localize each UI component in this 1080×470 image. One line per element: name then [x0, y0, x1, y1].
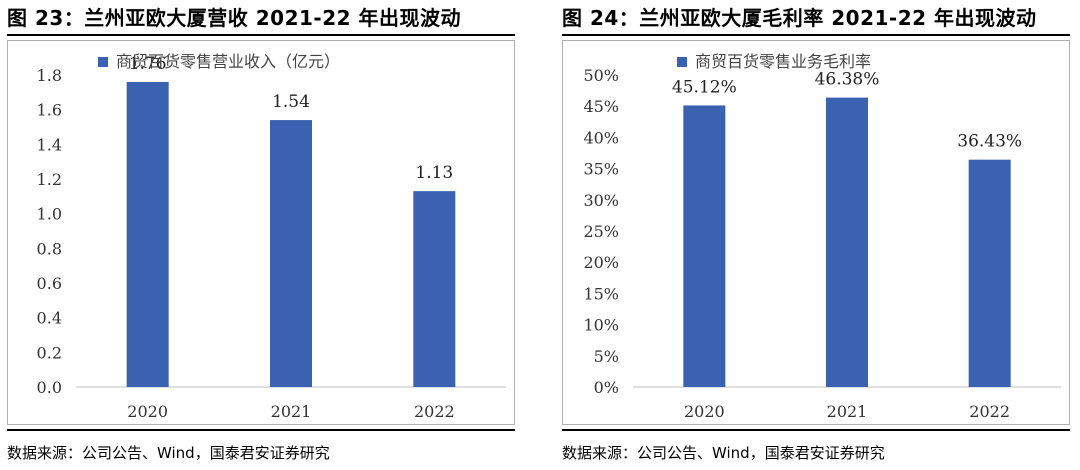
- y-tick-label: 40%: [583, 128, 619, 147]
- legend-swatch: [677, 57, 687, 67]
- y-tick-label: 1.4: [37, 135, 62, 154]
- bar: [270, 120, 312, 388]
- y-tick-label: 0.6: [37, 274, 62, 293]
- data-label: 46.38%: [815, 70, 880, 90]
- y-tick-label: 1.2: [37, 170, 62, 189]
- y-tick-label: 1.8: [37, 66, 62, 85]
- bar: [126, 81, 169, 387]
- bar: [968, 159, 1011, 387]
- data-label: 1.13: [415, 163, 453, 183]
- y-tick-label: 45%: [583, 97, 619, 116]
- x-tick-label: 2022: [969, 402, 1010, 421]
- legend-label: 商贸百货零售业务毛利率: [695, 52, 871, 71]
- y-tick-label: 30%: [583, 191, 619, 210]
- source-rule: [7, 429, 515, 431]
- source-note: 数据来源：公司公告、Wind，国泰君安证券研究: [7, 444, 330, 462]
- y-tick-label: 5%: [594, 347, 619, 366]
- y-tick-label: 50%: [583, 66, 619, 85]
- chart-svg: 0% 5% 10% 15% 20% 25% 30% 35% 40% 45% 50% 45.12% 202…: [583, 52, 1061, 421]
- chart-svg: 0.0 0.2 0.4 0.6 0.8 1.0 1.2 1.4 1.6 1.8 1.76 2020 1.…: [37, 52, 506, 421]
- y-tick-label: 25%: [583, 222, 619, 241]
- y-tick-label: 0.0: [37, 378, 62, 397]
- y-tick-label: 1.6: [37, 101, 62, 120]
- figure-title: 图 23：兰州亚欧大厦营收 2021-22 年出现波动: [7, 6, 462, 30]
- chart-frame: 0.0 0.2 0.4 0.6 0.8 1.0 1.2 1.4 1.6 1.8 1.76 2020 1.…: [7, 40, 515, 425]
- y-tick-label: 20%: [583, 253, 619, 272]
- title-rule: [7, 34, 515, 36]
- y-tick-label: 0%: [594, 378, 619, 397]
- x-tick-label: 2020: [684, 402, 725, 421]
- data-label: 1.54: [272, 92, 310, 112]
- y-tick-label: 0.4: [37, 309, 62, 328]
- data-label: 1.76: [129, 54, 167, 74]
- data-label: 45.12%: [672, 77, 737, 97]
- y-tick-label: 0.2: [37, 343, 62, 362]
- y-tick-label: 1.0: [37, 205, 62, 224]
- y-tick-label: 35%: [583, 160, 619, 179]
- source-rule: [562, 429, 1070, 431]
- data-label: 36.43%: [957, 132, 1022, 152]
- y-tick-label: 10%: [583, 316, 619, 335]
- x-tick-label: 2021: [827, 402, 868, 421]
- title-rule: [562, 34, 1070, 36]
- bar: [683, 105, 726, 387]
- chart-panel-margin: 图 24：兰州亚欧大厦毛利率 2021-22 年出现波动 0% 5% 10% 15% 2…: [562, 0, 1080, 470]
- bar: [413, 191, 456, 387]
- y-tick-label: 15%: [583, 284, 619, 303]
- x-tick-label: 2021: [271, 402, 312, 421]
- y-tick-label: 0.8: [37, 239, 62, 258]
- figure-title: 图 24：兰州亚欧大厦毛利率 2021-22 年出现波动: [562, 6, 1037, 30]
- bar: [826, 97, 868, 387]
- x-tick-label: 2020: [127, 402, 168, 421]
- x-tick-label: 2022: [414, 402, 455, 421]
- source-note: 数据来源：公司公告、Wind，国泰君安证券研究: [562, 444, 885, 462]
- chart-frame: 0% 5% 10% 15% 20% 25% 30% 35% 40% 45% 50% 45.12% 202…: [562, 40, 1070, 425]
- chart-panel-revenue: 图 23：兰州亚欧大厦营收 2021-22 年出现波动 0.0 0.2 0.4 0.6…: [7, 0, 527, 470]
- legend-label: 商贸百货零售营业收入（亿元）: [116, 52, 340, 71]
- legend-swatch: [98, 57, 108, 67]
